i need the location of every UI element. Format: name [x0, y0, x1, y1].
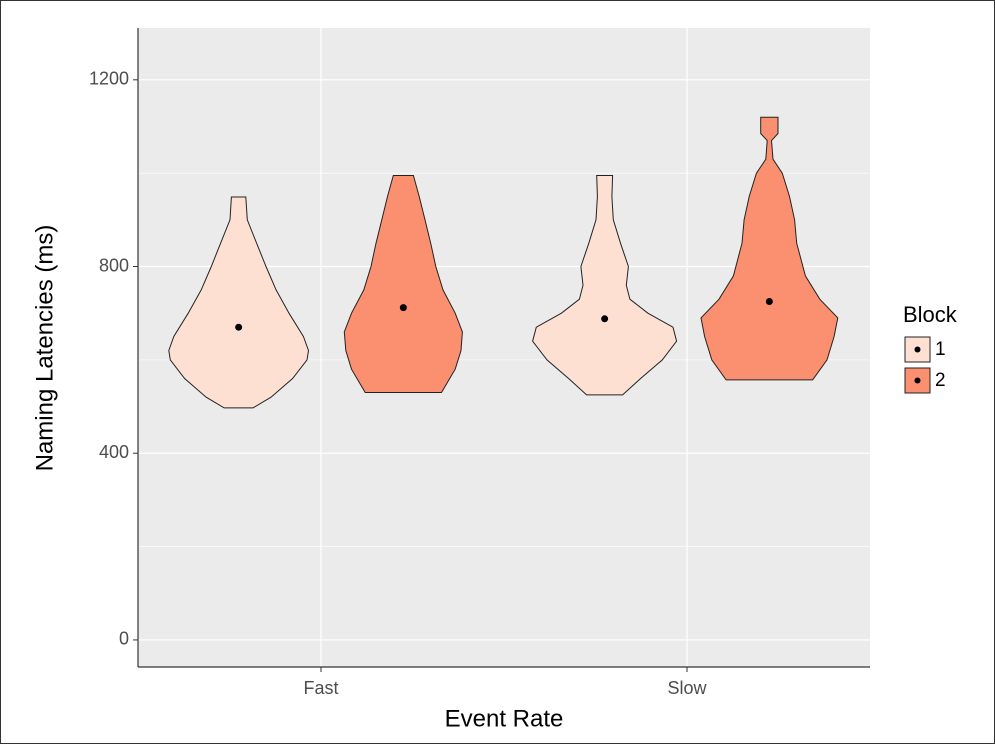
violin: [168, 196, 310, 409]
x-tick-label: Slow: [667, 678, 707, 698]
y-tick-label: 800: [99, 255, 129, 275]
legend: 12: [904, 336, 946, 394]
mean-point: [399, 304, 407, 312]
legend-label: 1: [935, 339, 946, 360]
y-tick-label: 0: [119, 629, 129, 649]
x-axis-title: Event Rate: [445, 705, 564, 732]
legend-dot: [914, 377, 921, 384]
violin: [700, 116, 839, 381]
marks: [168, 116, 839, 409]
y-tick-label: 1200: [89, 69, 129, 89]
legend-title: Block: [903, 302, 958, 327]
legend-label: 2: [935, 370, 946, 391]
legend-dot: [914, 346, 921, 353]
mean-point: [765, 298, 773, 306]
mean-point: [601, 315, 609, 323]
violin: [343, 175, 463, 393]
mean-point: [235, 323, 243, 331]
y-tick-label: 400: [99, 442, 129, 462]
x-tick-label: Fast: [303, 678, 338, 698]
violin: [532, 175, 678, 396]
y-axis-title: Naming Latencies (ms): [31, 225, 58, 472]
